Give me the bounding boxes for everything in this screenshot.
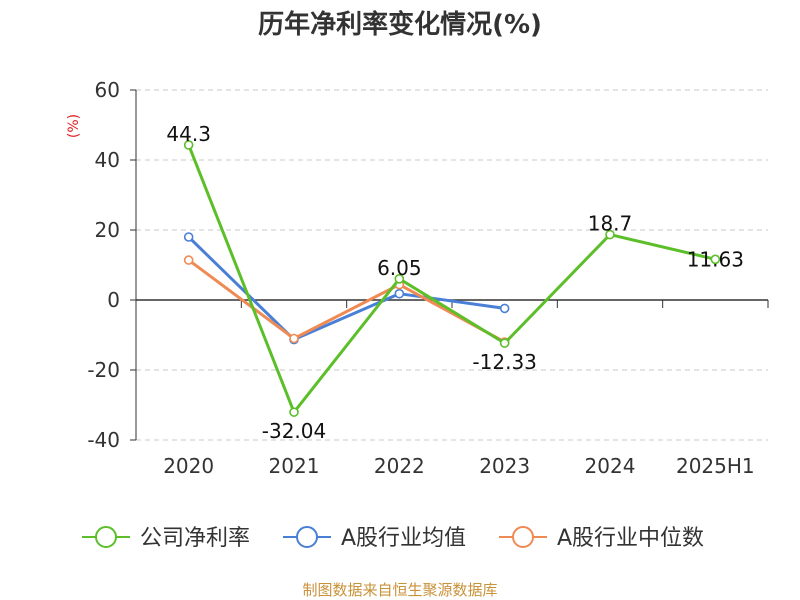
- y-tick-label: 20: [95, 218, 120, 242]
- data-point: [183, 232, 194, 242]
- data-point: [605, 229, 615, 240]
- y-tick-label: -40: [87, 428, 120, 452]
- x-tick-label: 2024: [585, 454, 636, 478]
- legend-marker: [95, 526, 117, 548]
- series-line-0: [187, 144, 716, 414]
- data-labels: 44.3 -32.04 6.05 -12.33 18.7 11.63: [166, 122, 744, 443]
- data-point: [499, 303, 510, 314]
- x-tick-label: 2025H1: [676, 454, 755, 478]
- data-label: 11.63: [687, 247, 744, 271]
- y-tick-label: -20: [87, 358, 120, 382]
- axes: 60 40 20 0 -20 -40 2020 2021 2022 2023 2024 2025H1: [87, 78, 769, 478]
- chart-title: 历年净利率变化情况(%): [258, 9, 542, 40]
- x-tick-label: 2021: [269, 454, 320, 478]
- data-label: 6.05: [377, 256, 422, 280]
- legend-label: 公司净利率: [140, 526, 250, 551]
- data-label: -12.33: [472, 350, 536, 374]
- y-tick-label: 60: [95, 78, 120, 102]
- data-point: [394, 274, 405, 284]
- data-label: 18.7: [588, 212, 633, 236]
- legend-label: A股行业中位数: [557, 526, 704, 551]
- series-line-1: [187, 235, 505, 342]
- y-tick-label: 40: [95, 148, 120, 172]
- data-point: [289, 407, 299, 417]
- data-point: [394, 288, 405, 299]
- data-point: [710, 254, 721, 265]
- data-label: -32.04: [262, 419, 326, 443]
- series-group: [183, 140, 721, 417]
- legend: 公司净利率 A股行业均值 A股行业中位数: [82, 526, 704, 551]
- x-tick-label: 2020: [163, 454, 214, 478]
- legend-marker: [512, 526, 534, 548]
- series-line-2: [187, 258, 506, 344]
- data-point: [183, 140, 194, 150]
- data-source-note: 制图数据来自恒生聚源数据库: [302, 581, 497, 599]
- data-label: 44.3: [166, 122, 211, 146]
- legend-label: A股行业均值: [341, 526, 466, 551]
- legend-marker: [296, 526, 318, 548]
- data-point: [289, 333, 299, 344]
- y-axis-unit-label: (%): [66, 114, 82, 138]
- x-tick-label: 2022: [374, 454, 425, 478]
- y-tick-label: 0: [107, 288, 120, 312]
- data-point: [499, 338, 510, 348]
- x-tick-label: 2023: [479, 454, 530, 478]
- gridlines: [136, 89, 768, 441]
- data-point: [183, 255, 194, 265]
